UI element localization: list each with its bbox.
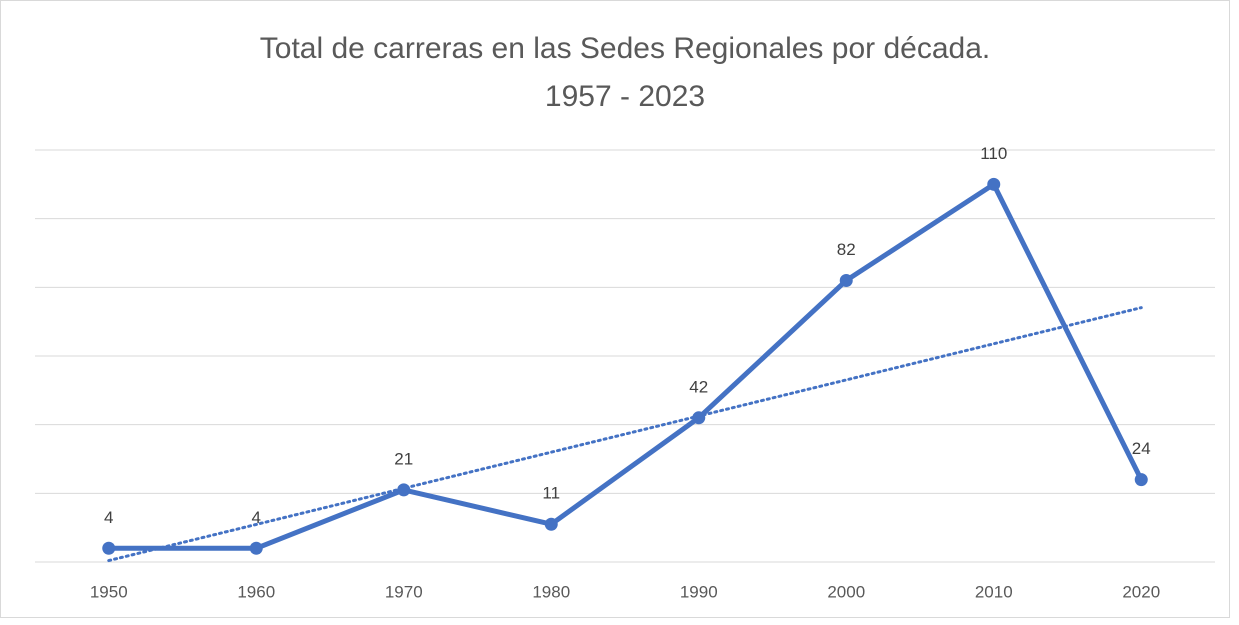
data-label: 21 (394, 449, 413, 468)
x-tick-label: 1980 (532, 582, 570, 601)
x-tick-label: 1960 (237, 582, 275, 601)
data-point (839, 273, 853, 287)
x-tick-label: 2010 (975, 582, 1013, 601)
data-label: 4 (104, 508, 113, 527)
data-label: 42 (689, 377, 708, 396)
data-label: 11 (542, 484, 560, 503)
x-tick-label: 1990 (680, 582, 718, 601)
data-label: 82 (837, 240, 856, 259)
data-point (249, 541, 263, 555)
x-tick-label: 1970 (385, 582, 423, 601)
data-label: 4 (252, 508, 261, 527)
data-point (397, 483, 411, 497)
x-tick-label: 2020 (1122, 582, 1160, 601)
chart-subtitle: 1957 - 2023 (545, 80, 705, 113)
data-label: 24 (1132, 439, 1151, 458)
trendline (107, 306, 1143, 563)
data-point (987, 177, 1001, 191)
data-label: 110 (980, 144, 1007, 163)
x-tick-label: 2000 (827, 582, 865, 601)
x-tick-label: 1950 (90, 582, 128, 601)
data-line (108, 181, 1144, 551)
data-point (102, 541, 116, 555)
data-point (692, 411, 706, 425)
data-point (1134, 473, 1148, 487)
data-point (544, 517, 558, 531)
chart-title: Total de carreras en las Sedes Regionale… (260, 32, 990, 65)
